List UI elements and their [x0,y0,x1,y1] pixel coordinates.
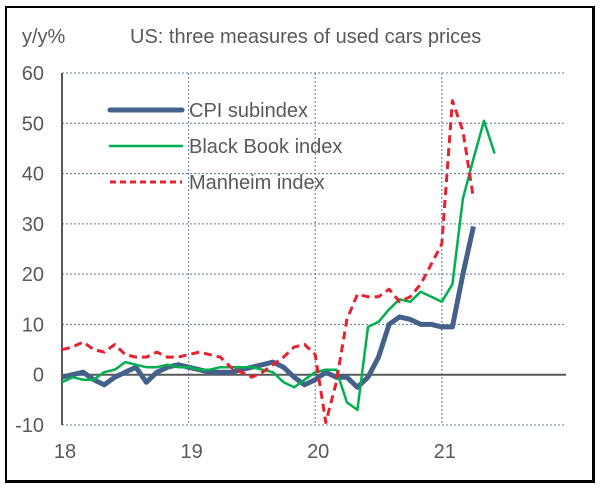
legend-label: CPI subindex [189,100,308,122]
y-tick-label: 50 [22,113,44,135]
y-tick-label: 30 [22,214,44,236]
series-line-black-book-index [61,119,496,412]
chart-frame [5,6,595,483]
series-line-cpi-subindex [61,225,476,390]
series-lines [61,99,496,424]
x-tick-label: 18 [54,441,76,463]
x-tick-labels: 18 19 20 21 [54,441,456,463]
y-tick-label: -10 [15,415,44,437]
chart-title: US: three measures of used cars prices [130,26,481,48]
y-axis-label: y/y% [22,26,66,48]
legend-label: Manheim index [189,172,325,194]
y-tick-label: 60 [22,63,44,85]
y-tick-label: 0 [33,365,44,387]
y-tick-label: 40 [22,164,44,186]
legend: CPI subindex Black Book index Manheim inde… [107,100,342,194]
gridlines [61,72,566,426]
y-tick-labels: -10 0 10 20 30 40 50 60 [15,63,44,437]
y-tick-label: 20 [22,264,44,286]
series-line-manheim-index [61,99,475,424]
x-tick-label: 21 [434,441,456,463]
legend-label: Black Book index [189,136,342,158]
x-tick-label: 20 [307,441,329,463]
y-tick-label: 10 [22,314,44,336]
x-tick-label: 19 [180,441,202,463]
